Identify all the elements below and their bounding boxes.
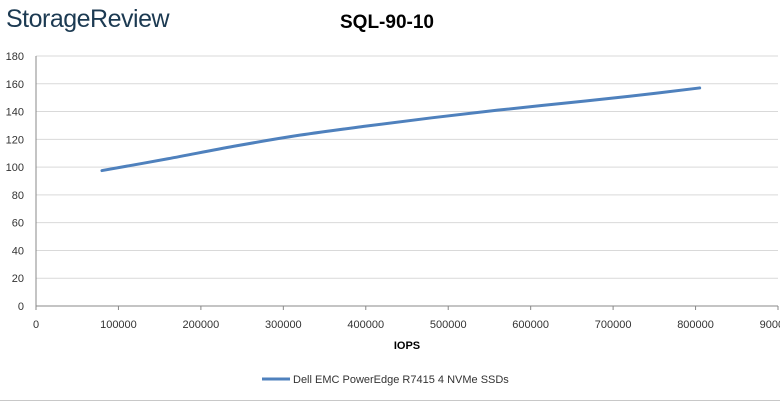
y-tick-label: 80 bbox=[12, 190, 24, 202]
x-tick-label: 200000 bbox=[183, 319, 220, 331]
y-tick-label: 180 bbox=[6, 51, 24, 63]
y-tick-label: 40 bbox=[12, 245, 24, 257]
chart-title: SQL-90-10 bbox=[340, 12, 434, 33]
x-tick-label: 300000 bbox=[265, 319, 302, 331]
y-tick-label: 140 bbox=[6, 107, 24, 119]
x-axis-title: IOPS bbox=[394, 340, 420, 352]
x-tick-label: 900000 bbox=[760, 319, 780, 331]
legend-label: Dell EMC PowerEdge R7415 4 NVMe SSDs bbox=[293, 374, 509, 386]
x-tick-label: 700000 bbox=[595, 319, 632, 331]
y-tick-label: 20 bbox=[12, 273, 24, 285]
x-tick-label: 0 bbox=[33, 319, 39, 331]
gridlines bbox=[35, 55, 779, 310]
x-tick-label: 400000 bbox=[347, 319, 384, 331]
y-tick-label: 120 bbox=[6, 134, 24, 146]
y-tick-label: 160 bbox=[6, 79, 24, 91]
storagereview-logo: StorageReview bbox=[6, 5, 170, 33]
y-tick-label: 60 bbox=[12, 218, 24, 230]
x-tick-label: 100000 bbox=[100, 319, 137, 331]
legend: Dell EMC PowerEdge R7415 4 NVMe SSDs bbox=[262, 374, 509, 386]
x-tick-labels: 0 100000 200000 300000 400000 500000 600000 700… bbox=[33, 319, 780, 331]
series-line bbox=[100, 86, 702, 173]
x-tick-label: 600000 bbox=[512, 319, 549, 331]
y-tick-labels: 0 20 40 60 80 100 120 140 160 180 bbox=[6, 51, 24, 313]
y-tick-label: 100 bbox=[6, 162, 24, 174]
y-tick-label: 0 bbox=[18, 301, 24, 313]
x-tick-label: 500000 bbox=[430, 319, 467, 331]
series-lines bbox=[100, 86, 702, 173]
x-tick-label: 800000 bbox=[677, 319, 714, 331]
